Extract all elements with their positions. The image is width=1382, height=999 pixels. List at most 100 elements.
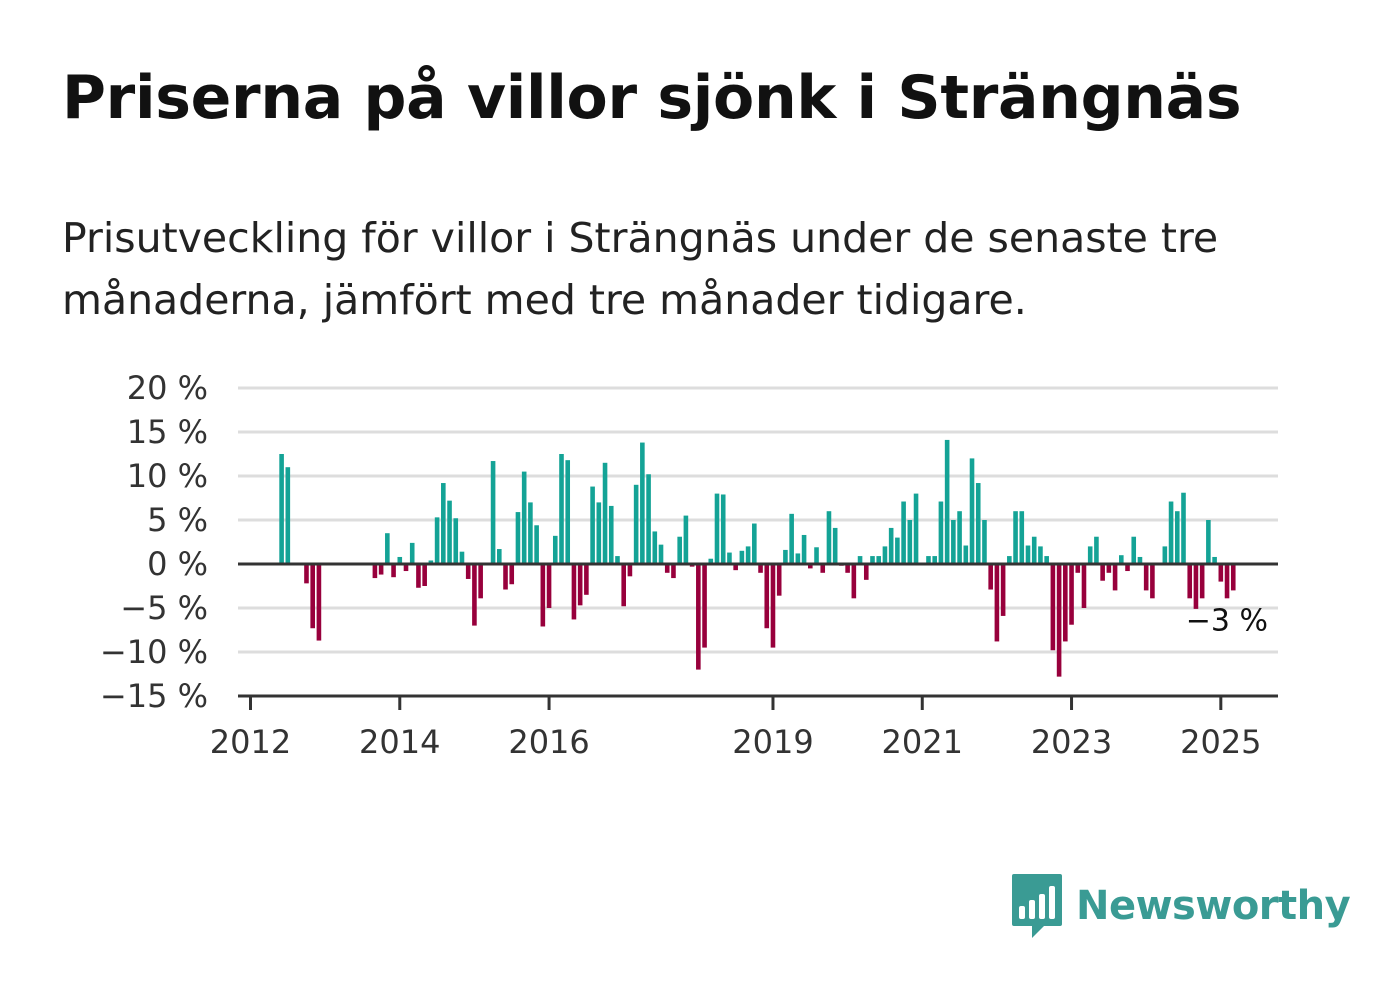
bar (1187, 564, 1193, 599)
x-tick-label: 2016 (508, 723, 589, 761)
newsworthy-logo-icon (1012, 874, 1062, 938)
bar (739, 550, 745, 564)
bar (1050, 564, 1056, 651)
bar (397, 556, 403, 564)
bar (907, 520, 913, 564)
x-tick-label: 2025 (1180, 723, 1261, 761)
bar (472, 564, 477, 626)
bar (627, 564, 633, 577)
bar (565, 460, 571, 564)
bar (1193, 564, 1199, 609)
bar (546, 564, 552, 608)
bar (851, 564, 857, 599)
bar (1162, 546, 1168, 564)
bar (664, 564, 670, 573)
bar (552, 535, 558, 564)
bar (521, 471, 527, 564)
bar (733, 564, 738, 571)
bar (882, 546, 888, 564)
bar (758, 564, 763, 573)
bar (584, 564, 589, 595)
bar (391, 564, 396, 578)
bar (465, 564, 471, 579)
bar (720, 494, 726, 564)
y-tick-label: 10 % (127, 457, 208, 495)
bar (845, 564, 850, 573)
bar (447, 500, 452, 564)
bar (888, 527, 894, 564)
bar (764, 564, 770, 629)
bar (1150, 564, 1155, 599)
bar (503, 564, 508, 590)
bar (1174, 511, 1180, 564)
x-tick-label: 2021 (882, 723, 963, 761)
bar (944, 439, 950, 564)
bar (378, 564, 384, 575)
bar (801, 534, 807, 564)
bar (428, 560, 434, 564)
bar (285, 467, 291, 564)
bar (1087, 546, 1093, 564)
bar (895, 537, 900, 564)
bar (677, 536, 682, 564)
bar (671, 564, 676, 579)
bar (1063, 564, 1068, 642)
bar (615, 556, 620, 564)
bar (497, 549, 502, 564)
bar (826, 511, 832, 564)
bar (951, 520, 956, 564)
bar (708, 558, 714, 564)
bar (1106, 564, 1112, 573)
bar (385, 533, 390, 564)
x-tick-label: 2023 (1031, 723, 1112, 761)
bar (926, 556, 931, 564)
bar (863, 564, 869, 580)
bar (832, 527, 838, 564)
axes (238, 562, 1278, 710)
y-tick-label: 15 % (127, 413, 208, 451)
bar (372, 564, 378, 579)
bar (633, 484, 639, 564)
bar (1094, 536, 1099, 564)
y-tick-label: −15 % (100, 677, 208, 715)
gridlines (238, 386, 1278, 654)
bar (702, 564, 707, 648)
bar (1019, 511, 1025, 564)
bar (509, 564, 515, 585)
bar (515, 512, 521, 564)
bar (596, 502, 602, 564)
bar (1000, 564, 1006, 616)
bar (577, 564, 583, 606)
bar (1199, 564, 1205, 599)
bar (789, 513, 794, 564)
bar (403, 564, 409, 572)
bar (1056, 564, 1062, 677)
bar (1224, 564, 1230, 599)
bar (969, 458, 975, 564)
bar (1131, 536, 1137, 564)
bar (770, 564, 776, 648)
bar (540, 564, 546, 627)
bar (652, 531, 658, 564)
latest-value-label: −3 % (1186, 603, 1268, 638)
chart-subtitle: Prisutveckling för villor i Strängnäs un… (62, 214, 1219, 324)
brand-logo: Newsworthy (1010, 872, 1351, 940)
bar (1119, 555, 1124, 564)
bar (590, 486, 595, 564)
bar (640, 442, 645, 564)
bar (1038, 546, 1043, 564)
bar (1181, 492, 1186, 564)
bar (1143, 564, 1149, 591)
bar (478, 564, 483, 599)
bar (814, 547, 819, 564)
bar (441, 483, 446, 564)
chart-title: Priserna på villor sjönk i Strängnäs (62, 63, 1242, 133)
x-tick-label: 2019 (732, 723, 813, 761)
bar (783, 549, 788, 564)
bar (534, 525, 539, 564)
bar (752, 523, 757, 564)
x-tick-label: 2014 (359, 723, 440, 761)
bar (957, 511, 962, 564)
bar (1044, 556, 1049, 564)
